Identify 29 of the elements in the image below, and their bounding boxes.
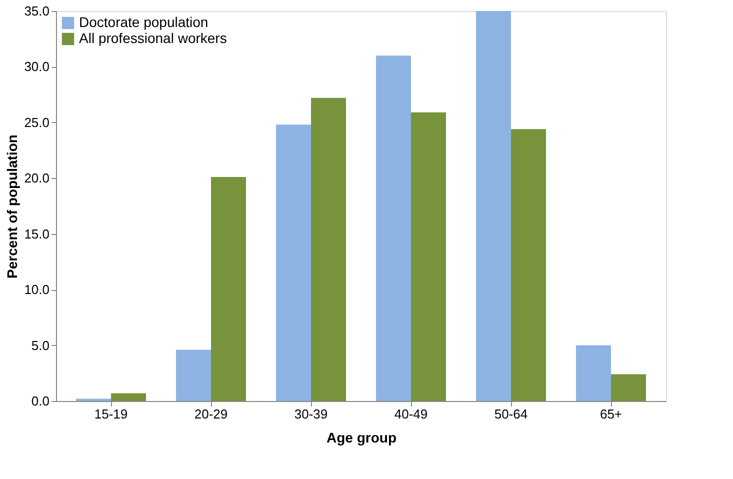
x-tick-label: 20-29 xyxy=(194,406,228,422)
x-tick-label: 15-19 xyxy=(94,406,128,422)
x-tick-label: 30-39 xyxy=(294,406,328,422)
bar xyxy=(476,11,511,401)
y-axis-title: Percent of population xyxy=(4,134,20,278)
bar xyxy=(611,374,646,401)
y-tick-label: 15.0 xyxy=(24,226,50,242)
x-tick-label: 40-49 xyxy=(394,406,428,422)
bar xyxy=(311,98,346,401)
bar xyxy=(511,129,546,401)
y-tick-label: 30.0 xyxy=(24,59,50,74)
bar xyxy=(276,124,311,401)
legend-label: All professional workers xyxy=(79,30,227,46)
bar xyxy=(111,393,146,401)
bar xyxy=(176,350,211,401)
y-tick-label: 35.0 xyxy=(24,4,50,18)
y-tick-label: 25.0 xyxy=(24,114,50,130)
y-tick-label: 10.0 xyxy=(24,282,50,298)
y-tick-label: 0.0 xyxy=(31,394,50,408)
bar xyxy=(576,345,611,401)
x-tick-label: 65+ xyxy=(600,406,622,422)
y-tick-label: 5.0 xyxy=(31,338,50,353)
legend-label: Doctorate population xyxy=(79,14,208,30)
bar xyxy=(211,177,246,401)
bar xyxy=(376,56,411,401)
y-tick-label: 20.0 xyxy=(24,170,50,186)
x-tick-label: 50-64 xyxy=(494,406,528,422)
bar xyxy=(411,112,446,401)
x-axis-title: Age group xyxy=(326,430,396,446)
